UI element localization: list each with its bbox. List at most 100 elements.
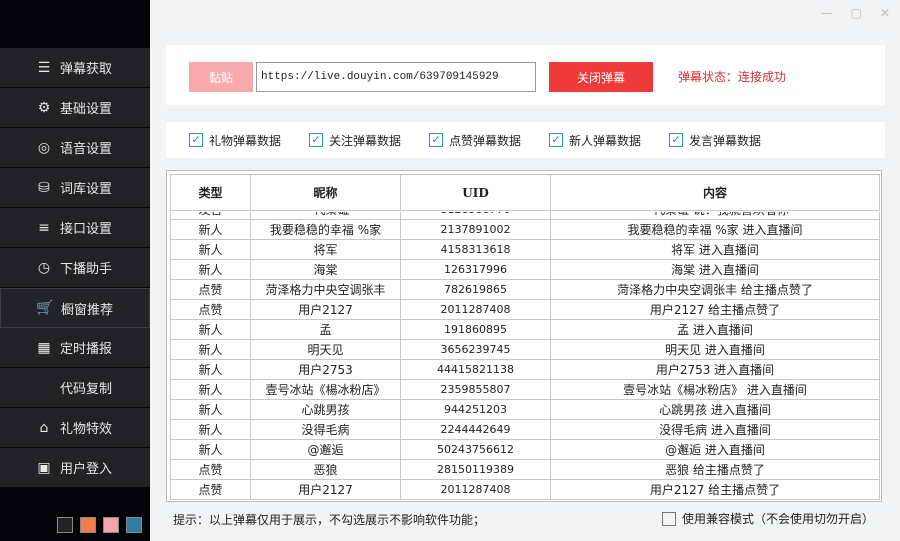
table-row[interactable]: 点赞 恶狼 28150119389 恶狼 给主播点赞了 <box>170 459 880 480</box>
table-row[interactable]: 新人 用户2753 44415821138 用户2753 进入直播间 <box>170 359 880 380</box>
table-row[interactable]: 新人 壹号冰站《楊冰粉店》 2359855807 壹号冰站《楊冰粉店》 进入直播间 <box>170 379 880 400</box>
sidebar-item-label: 词库设置 <box>60 182 113 197</box>
table-cell: 2359855807 <box>400 379 551 400</box>
table-cell: 新人 <box>170 239 251 260</box>
table-row[interactable]: 新人孟 191860895 孟 进入直播间 <box>170 319 880 340</box>
sidebar-item-8[interactable]: 代码复制 <box>0 368 150 408</box>
sidebar-item-label: 定时播报 <box>60 342 113 357</box>
filter-checkbox[interactable]: ✓ 点赞弹幕数据 <box>429 132 549 149</box>
table-row[interactable]: 新人 心跳男孩 944251203 心跳男孩 进入直播间 <box>170 399 880 420</box>
code-icon <box>35 379 53 397</box>
sidebar-item-10[interactable]: ▣ 用户登入 <box>0 448 150 488</box>
table-row[interactable]: 点赞 用户2127 2011287408 用户2127 给主播点赞了 <box>170 299 880 320</box>
table-row[interactable]: 新人 @邂逅 50243756612 @邂逅 进入直播间 <box>170 439 880 460</box>
sidebar-item-6[interactable]: 🛒 橱窗推荐 <box>0 288 150 328</box>
minimize-icon[interactable]: — <box>820 6 833 20</box>
database-icon: ⛁ <box>38 179 50 196</box>
sidebar-item-9[interactable]: ⌂ 礼物特效 <box>0 408 150 448</box>
sidebar-item-5[interactable]: ◷ 下播助手 <box>0 248 150 288</box>
hint-text: 提示：以上弹幕仅用于展示，不勾选展示不影响软件功能； <box>173 513 486 527</box>
table-row[interactable]: 新人 明天见 3656239745 明天见 进入直播间 <box>170 339 880 360</box>
window-controls: — ▢ ✕ <box>821 6 890 20</box>
table-row[interactable]: 点赞 用户2127 2011287408 用户2127 给主播点赞了 <box>170 479 880 500</box>
table-row[interactable]: 发言一代枭雄3128588770一代枭雄 说：我就喜欢看你 <box>170 212 880 220</box>
table-row[interactable]: 新人 海棠 126317996 海棠 进入直播间 <box>170 259 880 280</box>
filter-checkbox[interactable]: ✓ 发言弹幕数据 <box>669 132 789 149</box>
paste-button[interactable]: 黏贴 <box>189 62 253 92</box>
checkbox-icon[interactable]: ✓ <box>669 133 683 147</box>
filter-checkbox[interactable]: ✓ 关注弹幕数据 <box>309 132 429 149</box>
checkbox-icon[interactable]: ✓ <box>429 133 443 147</box>
theme-swatch[interactable] <box>80 517 96 533</box>
checkbox-icon[interactable] <box>662 511 676 526</box>
compat-mode-checkbox[interactable]: 使用兼容模式（不会使用切勿开启） <box>662 510 874 527</box>
table-cell: 新人 <box>170 439 251 460</box>
connection-status: 弹幕状态：连接成功 <box>678 70 787 84</box>
table-cell: 782619865 <box>400 279 551 300</box>
theme-swatch[interactable] <box>103 517 119 533</box>
table-cell: 菏泽格力中央空调张丰 <box>250 279 401 300</box>
table-cell: 2137891002 <box>400 219 551 240</box>
sliders-icon: ≡ <box>38 219 50 236</box>
table-cell: 用户2753 <box>250 359 401 380</box>
filter-panel: ✓ 礼物弹幕数据 ✓ 关注弹幕数据 ✓ 点赞弹幕数据 ✓ 新人弹幕数据 ✓ 发言弹幕数据 <box>166 122 885 158</box>
checkbox-icon[interactable]: ✓ <box>309 133 323 147</box>
sidebar-item-0[interactable]: ☰ 弹幕获取 <box>0 48 150 88</box>
table-cell: 点赞 <box>170 459 251 480</box>
table-row[interactable]: 点赞 菏泽格力中央空调张丰 782619865 菏泽格力中央空调张丰 给主播点赞了 <box>170 279 880 300</box>
column-header[interactable]: 内容 <box>550 174 880 211</box>
sidebar-item-label: 橱窗推荐 <box>61 302 114 318</box>
sidebar-item-4[interactable]: ≡ 接口设置 <box>0 208 150 248</box>
theme-swatch[interactable] <box>57 517 73 533</box>
close-icon[interactable]: ✕ <box>879 6 890 20</box>
table-cell: 2011287408 <box>400 299 551 320</box>
table-cell: 壹号冰站《楊冰粉店》 进入直播间 <box>550 379 880 400</box>
table-cell: 心跳男孩 <box>250 399 401 420</box>
filter-checkbox[interactable]: ✓ 礼物弹幕数据 <box>189 132 309 149</box>
table-cell: 孟 <box>250 319 401 340</box>
theme-swatches <box>57 517 142 533</box>
table-cell: 2244442649 <box>400 419 551 440</box>
table-cell: 将军 <box>250 239 401 260</box>
table-cell: 一代枭雄 <box>250 212 401 220</box>
table-cell: 新人 <box>170 319 251 340</box>
sidebar-item-label: 礼物特效 <box>60 422 113 437</box>
close-danmaku-button[interactable]: 关闭弹幕 <box>549 62 653 92</box>
url-input[interactable]: https://live.douyin.com/639709145929 <box>256 62 536 92</box>
table-cell: 海棠 <box>250 259 401 280</box>
checkbox-icon[interactable]: ✓ <box>189 133 203 147</box>
table-cell: 将军 进入直播间 <box>550 239 880 260</box>
maximize-icon[interactable]: ▢ <box>850 6 862 20</box>
table-cell: 恶狼 给主播点赞了 <box>550 459 880 480</box>
table-cell: 明天见 <box>250 339 401 360</box>
table-cell: 126317996 <box>400 259 551 280</box>
alarm-icon: ◷ <box>37 259 51 276</box>
table-cell: @邂逅 <box>250 439 401 460</box>
theme-swatch[interactable] <box>126 517 142 533</box>
column-header[interactable]: 昵称 <box>250 174 401 211</box>
column-header[interactable]: 类型 <box>170 174 251 211</box>
table-row[interactable]: 新人 没得毛病 2244442649 没得毛病 进入直播间 <box>170 419 880 440</box>
table-body[interactable]: 发言一代枭雄3128588770一代枭雄 说：我就喜欢看你新人我要稳稳的幸福 %… <box>170 212 880 500</box>
table-cell: 50243756612 <box>400 439 551 460</box>
column-header[interactable]: UID <box>400 174 551 211</box>
sidebar-item-1[interactable]: ⚙ 基础设置 <box>0 88 150 128</box>
table-cell: 新人 <box>170 219 251 240</box>
sidebar-item-3[interactable]: ⛁ 词库设置 <box>0 168 150 208</box>
danmaku-table: 发言一代枭雄3128588770一代枭雄 说：我就喜欢看你新人我要稳稳的幸福 %… <box>166 170 882 502</box>
table-cell: 用户2127 <box>250 479 401 500</box>
table-cell: 没得毛病 进入直播间 <box>550 419 880 440</box>
sidebar-item-2[interactable]: ◎ 语音设置 <box>0 128 150 168</box>
sidebar-item-7[interactable]: ▦ 定时播报 <box>0 328 150 368</box>
table-cell: 新人 <box>170 399 251 420</box>
filter-label: 发言弹幕数据 <box>689 133 762 148</box>
filter-checkbox[interactable]: ✓ 新人弹幕数据 <box>549 132 669 149</box>
table-row[interactable]: 新人 将军 4158313618 将军 进入直播间 <box>170 239 880 260</box>
table-cell: 点赞 <box>170 279 251 300</box>
table-cell: @邂逅 进入直播间 <box>550 439 880 460</box>
table-cell: 我要稳稳的幸福 %家 <box>250 219 401 240</box>
table-cell: 2011287408 <box>400 479 551 500</box>
sidebar-item-label: 接口设置 <box>60 222 113 237</box>
table-row[interactable]: 新人 我要稳稳的幸福 %家 2137891002 我要稳稳的幸福 %家 进入直播间 <box>170 219 880 240</box>
checkbox-icon[interactable]: ✓ <box>549 133 563 147</box>
